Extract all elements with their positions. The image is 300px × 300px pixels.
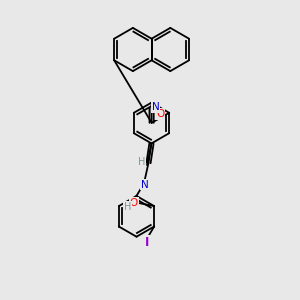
Text: I: I xyxy=(145,236,149,249)
Text: O: O xyxy=(156,109,164,119)
Text: N: N xyxy=(141,179,148,190)
Text: H: H xyxy=(138,157,146,167)
Text: O: O xyxy=(130,197,138,208)
Text: N: N xyxy=(152,102,159,112)
Text: H: H xyxy=(124,202,131,212)
